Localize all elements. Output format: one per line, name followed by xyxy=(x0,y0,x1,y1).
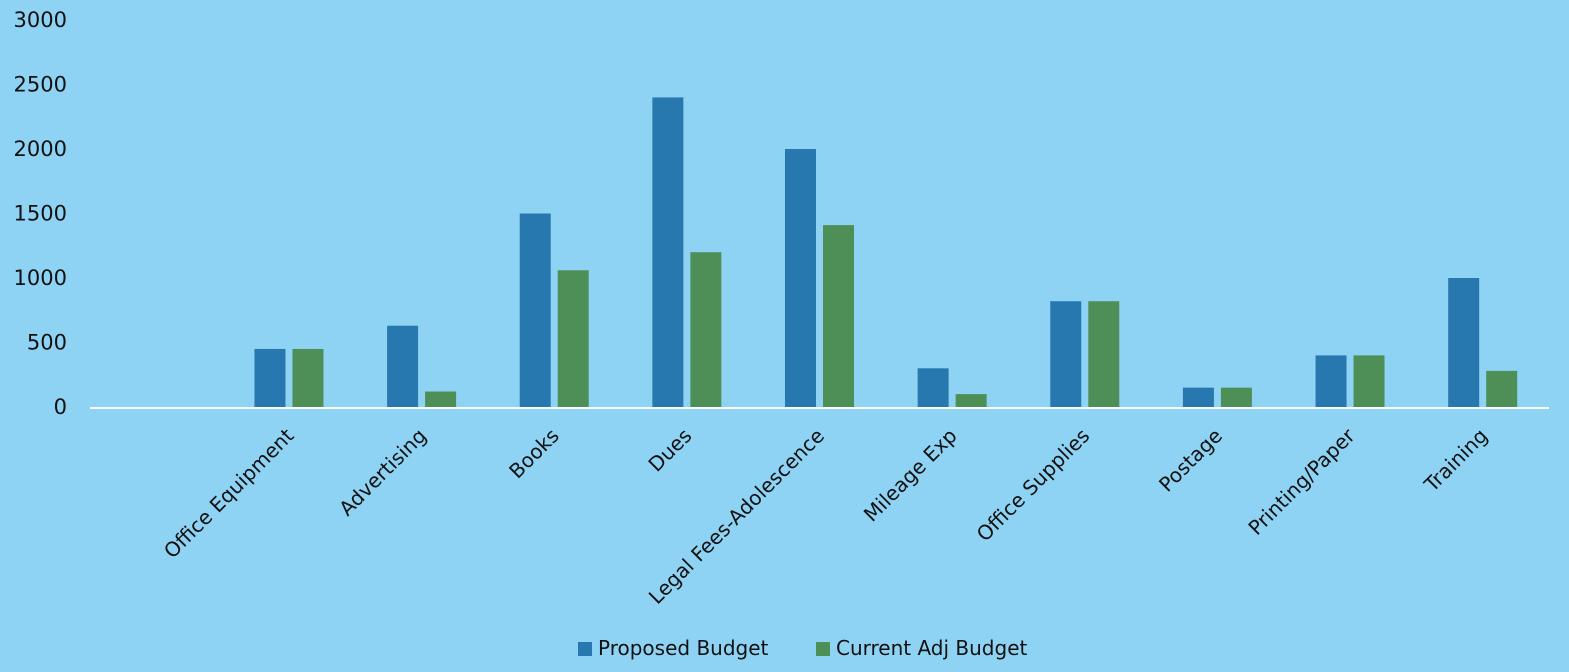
legend-swatch-0 xyxy=(578,642,592,656)
bar-proposed-4 xyxy=(652,97,684,408)
y-tick-label-2000: 2000 xyxy=(14,137,67,161)
y-tick-label-0: 0 xyxy=(54,395,67,419)
bar-proposed-10 xyxy=(1448,278,1480,407)
y-tick-label-1500: 1500 xyxy=(14,202,67,226)
bar-current-9 xyxy=(1353,355,1385,407)
bar-current-7 xyxy=(1088,301,1120,407)
legend: Proposed Budget Current Adj Budget xyxy=(578,636,1028,660)
y-tick-label-2500: 2500 xyxy=(14,73,67,97)
x-tick-label-2: Advertising xyxy=(334,424,431,521)
bar-proposed-1 xyxy=(254,348,286,407)
legend-label-1: Current Adj Budget xyxy=(836,636,1028,660)
bar-current-5 xyxy=(823,225,854,407)
bar-proposed-5 xyxy=(785,149,816,407)
x-tick-label-10: Training xyxy=(1419,424,1492,497)
x-tick-label-8: Postage xyxy=(1154,424,1227,497)
legend-swatch-1 xyxy=(816,642,830,656)
x-axis-labels: Office Equipment Advertising Books DuesLega… xyxy=(159,423,1492,609)
bars xyxy=(254,97,1518,408)
bar-current-4 xyxy=(690,252,722,407)
x-tick-label-6: Mileage Exp xyxy=(859,424,962,527)
bar-proposed-9 xyxy=(1315,355,1347,407)
bar-current-6 xyxy=(955,394,987,407)
bar-current-2 xyxy=(425,391,457,407)
bar-proposed-7 xyxy=(1050,301,1082,407)
y-tick-label-3000: 3000 xyxy=(14,8,67,32)
bar-proposed-6 xyxy=(917,368,949,407)
x-tick-label-7: Office Supplies xyxy=(972,424,1095,547)
x-tick-label-3: Books xyxy=(504,424,564,484)
y-tick-label-500: 500 xyxy=(27,331,67,355)
x-tick-label-9: Printing/Paper xyxy=(1243,423,1360,540)
bar-current-1 xyxy=(292,348,324,407)
y-tick-label-1000: 1000 xyxy=(14,266,67,290)
bar-proposed-2 xyxy=(387,325,419,407)
legend-label-0: Proposed Budget xyxy=(598,636,769,660)
x-tick-label-4: Dues xyxy=(643,424,696,477)
bar-proposed-3 xyxy=(519,213,551,407)
bar-current-8 xyxy=(1220,387,1252,407)
y-axis-ticks: 0 500 1000 1500 2000 2500 3000 xyxy=(14,8,67,419)
bar-proposed-8 xyxy=(1182,387,1214,407)
bar-current-3 xyxy=(557,270,589,407)
bar-current-10 xyxy=(1486,370,1518,407)
x-tick-label-1: Office Equipment xyxy=(159,423,299,563)
